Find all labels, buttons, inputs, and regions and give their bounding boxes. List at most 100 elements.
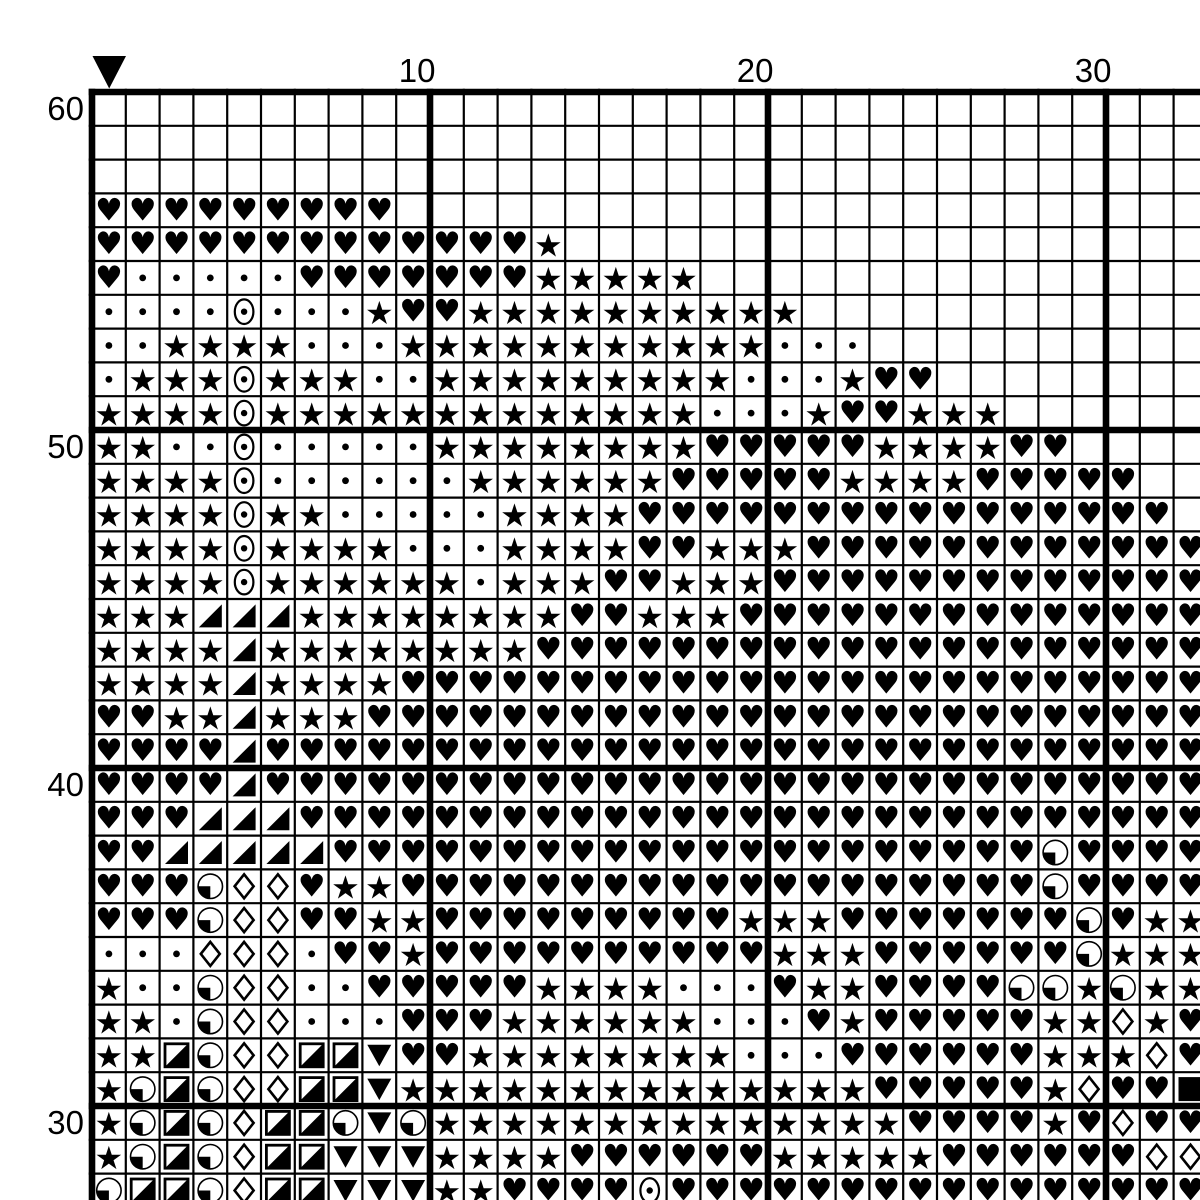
heart-symbol: ♥ [703,1173,731,1200]
star-symbol: ★ [95,632,124,670]
svg-text:♥: ♥ [771,868,799,904]
heart-symbol: ♥ [501,733,529,769]
star-symbol: ★ [331,395,360,433]
svg-text:★: ★ [534,362,563,400]
heart-symbol: ♥ [1143,497,1171,533]
svg-text:★: ★ [534,429,563,467]
star-symbol: ★ [737,1105,766,1143]
heart-symbol: ♥ [602,801,630,837]
heart-symbol: ♥ [1041,801,1069,837]
heart-symbol: ♥ [670,868,698,904]
svg-text:♥: ♥ [703,497,731,533]
heart-symbol: ♥ [974,868,1002,904]
star-symbol: ★ [737,1071,766,1109]
svg-text:★: ★ [365,598,394,636]
star-symbol: ★ [906,429,935,467]
star-symbol: ★ [703,598,732,636]
heart-symbol: ♥ [1008,598,1036,634]
heart-symbol: ♥ [1008,530,1036,566]
heart-symbol: ♥ [670,463,698,499]
heart-symbol: ♥ [1041,632,1069,668]
star-symbol: ★ [804,970,833,1008]
heart-symbol: ♥ [974,835,1002,871]
svg-text:♥: ♥ [872,835,900,871]
svg-text:♥: ♥ [703,1139,731,1175]
svg-text:★: ★ [1041,1038,1070,1076]
corner-triangle-symbol [266,841,290,864]
heart-symbol: ♥ [534,666,562,702]
dot-symbol [375,443,383,451]
svg-text:♥: ♥ [839,902,867,938]
heart-symbol: ♥ [1177,1004,1200,1040]
svg-text:★: ★ [1109,1038,1138,1076]
star-symbol: ★ [162,463,191,501]
svg-text:♥: ♥ [467,970,495,1006]
svg-text:♥: ♥ [501,970,529,1006]
heart-symbol: ♥ [1075,733,1103,769]
diamond-outline-symbol [232,1041,256,1070]
star-symbol: ★ [433,564,462,602]
svg-text:♥: ♥ [737,835,765,871]
svg-text:♥: ♥ [1075,632,1103,668]
svg-text:♥: ♥ [1075,564,1103,600]
star-symbol: ★ [602,429,631,467]
heart-symbol: ♥ [974,699,1002,735]
heart-symbol: ♥ [1177,564,1200,600]
svg-text:♥: ♥ [1008,564,1036,600]
svg-text:♥: ♥ [974,1105,1002,1141]
svg-text:★: ★ [635,429,664,467]
heart-symbol: ♥ [703,835,731,871]
svg-text:★: ★ [568,328,597,366]
heart-symbol: ♥ [703,733,731,769]
svg-text:★: ★ [1176,902,1200,940]
svg-text:★: ★ [1041,1004,1070,1042]
heart-symbol: ♥ [1177,1037,1200,1073]
svg-text:♥: ♥ [940,970,968,1006]
heart-symbol: ♥ [568,801,596,837]
svg-text:♥: ♥ [1143,733,1171,769]
dot-symbol [139,308,147,316]
down-triangle-symbol [367,1078,392,1101]
svg-text:★: ★ [264,666,293,704]
heart-symbol: ♥ [534,868,562,904]
svg-text:♥: ♥ [636,564,664,600]
svg-text:♥: ♥ [332,835,360,871]
heart-symbol: ♥ [1041,429,1069,465]
svg-text:♥: ♥ [467,226,495,262]
down-triangle-symbol [367,1146,392,1168]
svg-text:♥: ♥ [670,463,698,499]
heart-symbol: ♥ [839,429,867,465]
svg-text:♥: ♥ [670,530,698,566]
heart-symbol: ♥ [129,192,157,228]
star-symbol: ★ [940,463,969,501]
heart-symbol: ♥ [365,970,393,1006]
svg-text:★: ★ [1176,970,1200,1008]
svg-text:♥: ♥ [703,801,731,837]
svg-text:★: ★ [534,497,563,535]
star-symbol: ★ [635,429,664,467]
svg-text:★: ★ [433,632,462,670]
svg-text:♥: ♥ [1109,530,1137,566]
svg-text:♥: ♥ [670,801,698,837]
svg-text:♥: ♥ [974,497,1002,533]
half-square-symbol [163,1076,190,1102]
svg-text:♥: ♥ [1075,801,1103,837]
heart-symbol: ♥ [703,868,731,904]
star-symbol: ★ [128,362,157,400]
heart-symbol: ♥ [602,767,630,803]
svg-text:♥: ♥ [872,632,900,668]
star-symbol: ★ [602,531,631,569]
heart-symbol: ♥ [703,429,731,465]
svg-text:♥: ♥ [636,801,664,837]
heart-symbol: ♥ [1177,598,1200,634]
dot-symbol [815,1051,823,1059]
star-symbol: ★ [737,531,766,569]
heart-symbol: ♥ [1109,868,1137,904]
svg-text:★: ★ [466,429,495,467]
svg-text:♥: ♥ [872,497,900,533]
star-symbol: ★ [804,1139,833,1177]
svg-text:♥: ♥ [433,970,461,1006]
heart-symbol: ♥ [399,801,427,837]
heart-symbol: ♥ [1075,835,1103,871]
heart-symbol: ♥ [568,767,596,803]
